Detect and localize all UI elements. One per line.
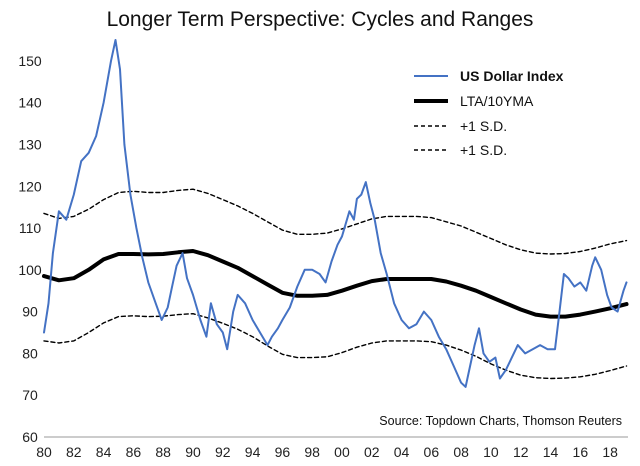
x-tick-label: 12 xyxy=(513,444,529,460)
x-tick-label: 18 xyxy=(602,444,618,460)
series-line-1-s-d xyxy=(43,188,628,255)
x-tick-label: 82 xyxy=(66,444,82,460)
chart-title: Longer Term Perspective: Cycles and Rang… xyxy=(107,8,534,31)
x-tick-label: 90 xyxy=(185,444,201,460)
legend-label-us-dollar-index: US Dollar Index xyxy=(460,68,564,84)
series-line-lta-10yma xyxy=(42,249,629,319)
x-tick-label: 10 xyxy=(483,444,499,460)
x-tick-label: 88 xyxy=(155,444,171,460)
x-tick-label: 98 xyxy=(304,444,320,460)
x-tick-label: 84 xyxy=(96,444,112,460)
y-tick-label: 60 xyxy=(22,429,38,445)
source-note: Source: Topdown Charts, Thomson Reuters xyxy=(379,414,622,428)
plot-area xyxy=(42,39,629,388)
y-tick-label: 130 xyxy=(18,136,42,152)
x-tick-label: 16 xyxy=(573,444,589,460)
y-tick-label: 80 xyxy=(22,345,38,361)
x-tick-label: 00 xyxy=(334,444,350,460)
y-tick-label: 70 xyxy=(22,387,38,403)
y-tick-label: 110 xyxy=(19,220,42,236)
y-tick-label: 90 xyxy=(22,304,38,320)
legend-label-lta-10yma: LTA/10YMA xyxy=(460,93,534,109)
x-tick-label: 14 xyxy=(543,444,559,460)
legend-label-upper-band: +1 S.D. xyxy=(460,118,507,134)
y-tick-label: 120 xyxy=(18,178,42,194)
legend-label-lower-band: +1 S.D. xyxy=(460,142,507,158)
x-tick-label: 96 xyxy=(275,444,291,460)
y-tick-label: 140 xyxy=(18,95,42,111)
x-tick-label: 02 xyxy=(364,444,380,460)
axes: 60 70 80 90 100 110 120 130 140 150 80 82 84 86 88 90 92… xyxy=(18,53,628,460)
legend: US Dollar Index LTA/10YMA +1 S.D. +1 S.D… xyxy=(414,68,564,158)
x-tick-label: 86 xyxy=(126,444,142,460)
x-tick-label: 08 xyxy=(453,444,469,460)
y-tick-label: 100 xyxy=(18,262,42,278)
x-tick-label: 92 xyxy=(215,444,231,460)
y-tick-label: 150 xyxy=(18,53,42,69)
x-tick-label: 80 xyxy=(36,444,52,460)
series-line-us-dollar-index xyxy=(43,39,628,388)
x-tick-label: 04 xyxy=(394,444,410,460)
x-tick-label: 94 xyxy=(245,444,261,460)
x-tick-label: 06 xyxy=(424,444,440,460)
